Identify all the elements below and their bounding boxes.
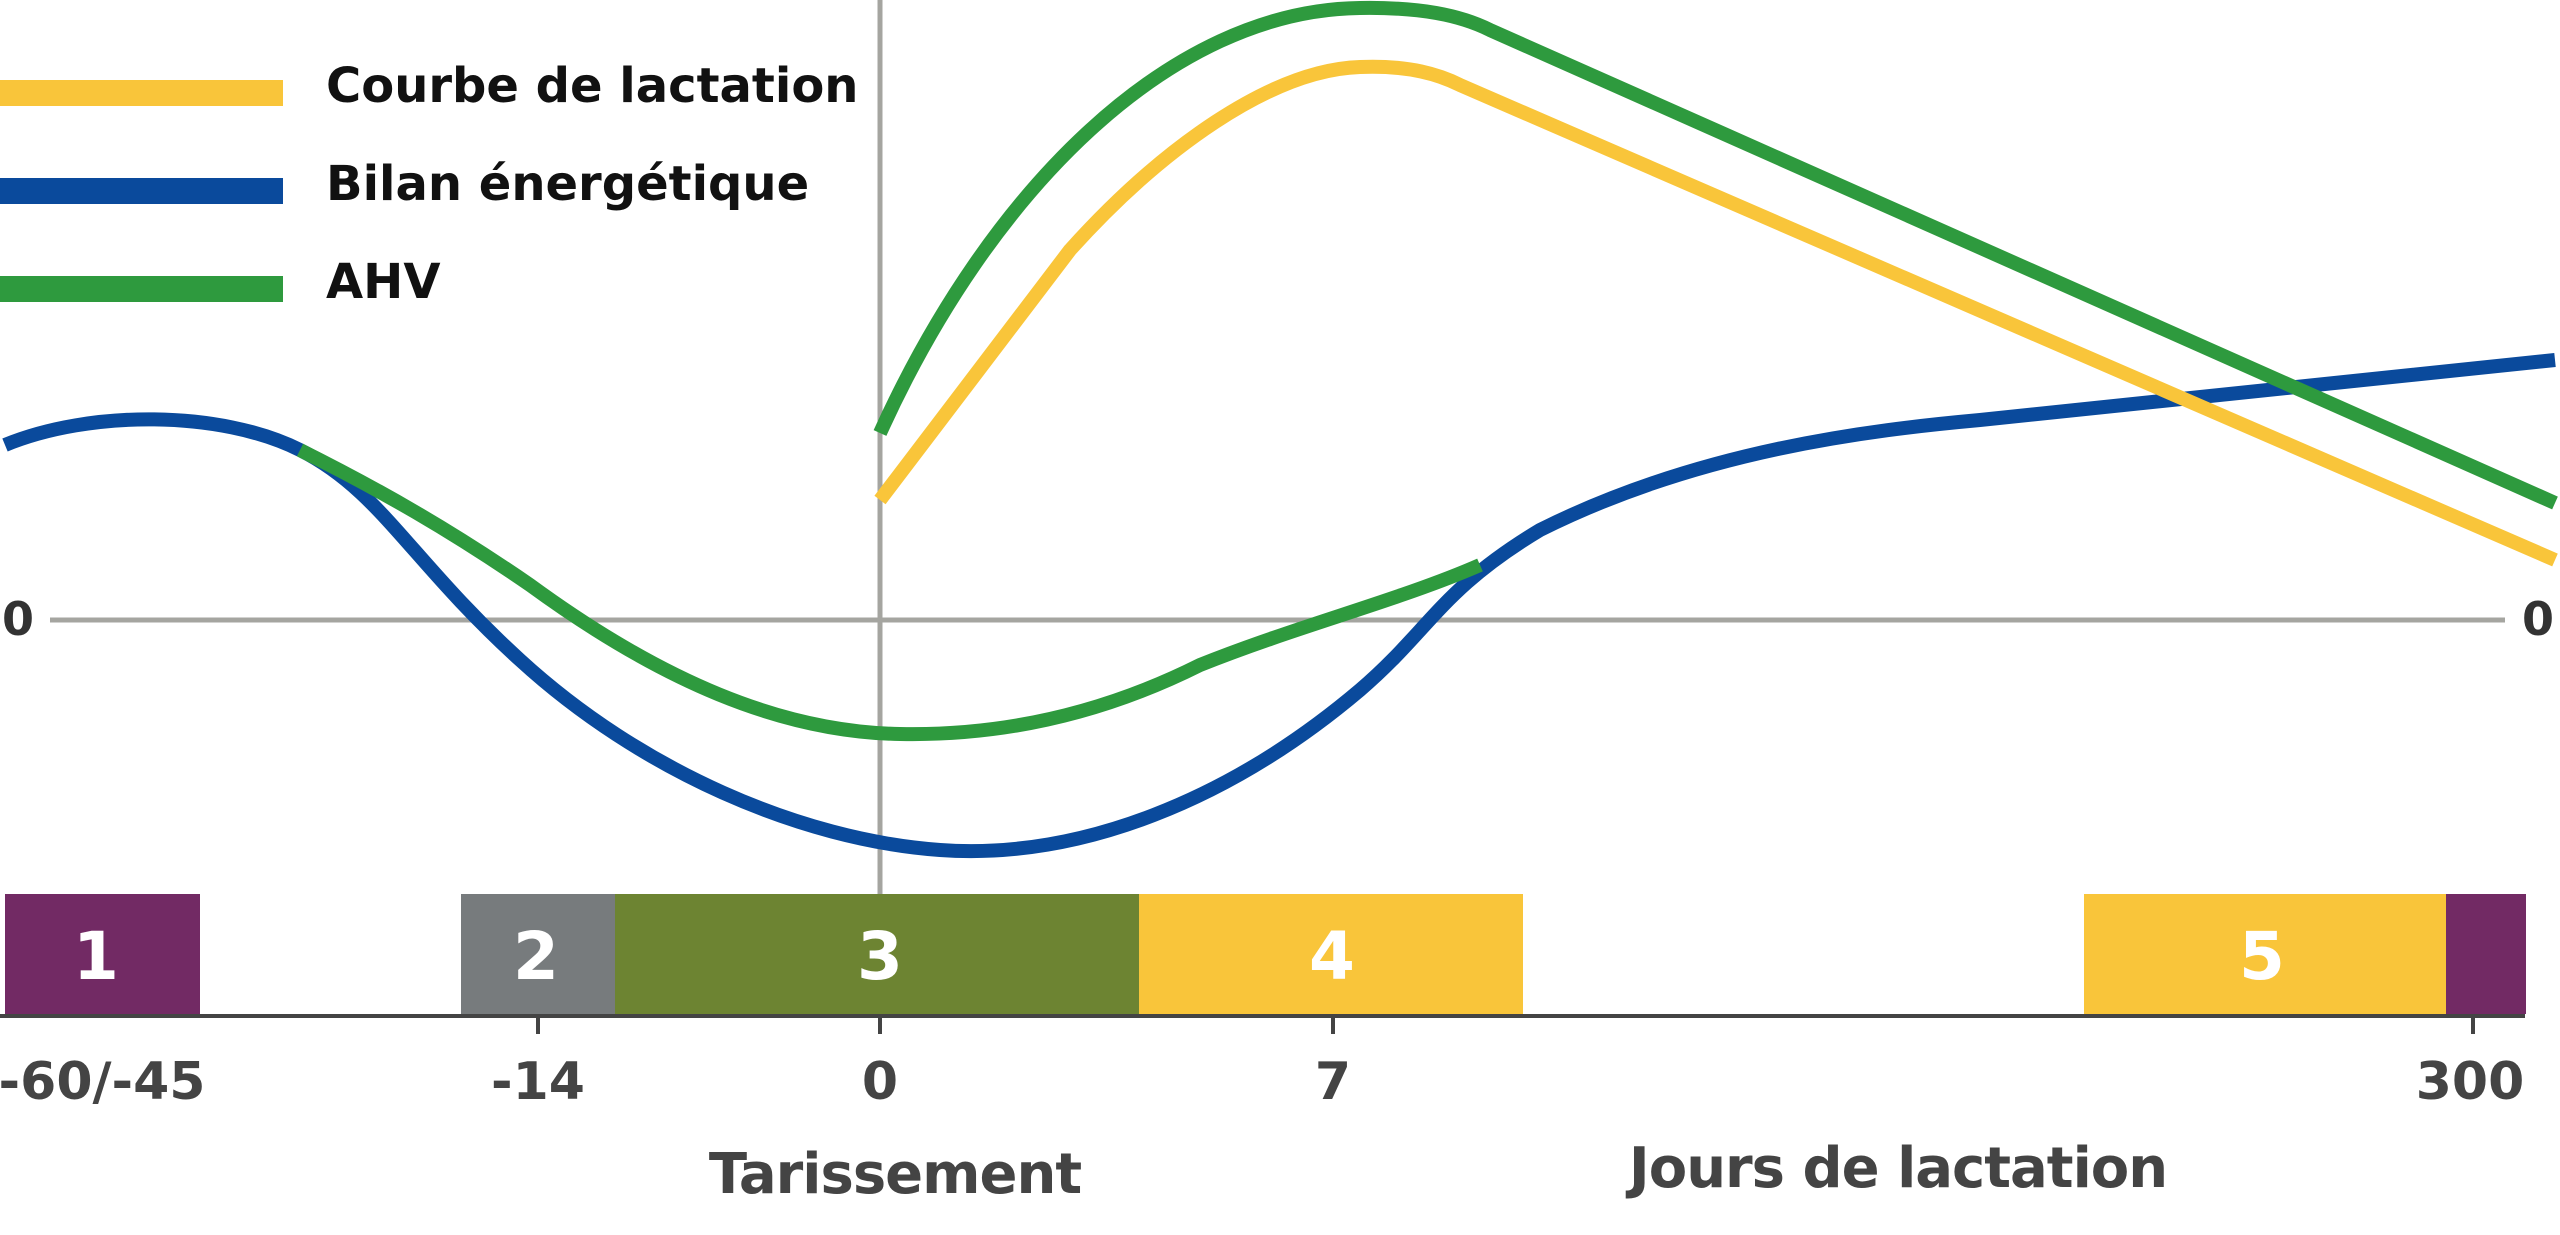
legend-swatch <box>0 178 283 204</box>
legend-label: AHV <box>326 254 441 310</box>
series-ahv-line-drying <box>296 443 1483 742</box>
x-tick-label: 7 <box>1314 1052 1352 1112</box>
y-tick-left: 0 <box>2 592 35 646</box>
phase-label-2: 2 <box>513 918 559 995</box>
legend-swatch <box>0 276 283 302</box>
x-tick-label: -60/-45 <box>0 1052 206 1112</box>
phase-bar-4 <box>1139 894 1523 1014</box>
series-lactation-line <box>874 59 2558 567</box>
phase-bar-5 <box>2084 894 2446 1014</box>
phase-label-1: 1 <box>73 918 119 995</box>
phase-label-5: 5 <box>2239 918 2285 995</box>
legend-swatch <box>0 80 283 106</box>
x-tick-label: -14 <box>491 1052 585 1112</box>
phase-bar-2 <box>461 894 615 1014</box>
x-axis-title-dry: Tarissement <box>708 1142 1082 1207</box>
phase-bar-3 <box>615 894 1139 1014</box>
phase-bar-end <box>2446 894 2526 1014</box>
x-tick-label: 0 <box>861 1052 899 1112</box>
x-axis-title-lactation: Jours de lactation <box>1628 1136 2168 1201</box>
series-ahv-line-lactation <box>873 0 2558 510</box>
phase-label-3: 3 <box>857 918 903 995</box>
series-bilan-energetique-line <box>2 353 2556 859</box>
legend-label: Bilan énergétique <box>326 156 810 212</box>
x-tick-label: 300 <box>2415 1052 2525 1112</box>
phase-label-4: 4 <box>1309 918 1355 995</box>
legend-label: Courbe de lactation <box>326 58 859 114</box>
y-tick-right: 0 <box>2522 592 2555 646</box>
phase-bar-1 <box>5 894 200 1014</box>
